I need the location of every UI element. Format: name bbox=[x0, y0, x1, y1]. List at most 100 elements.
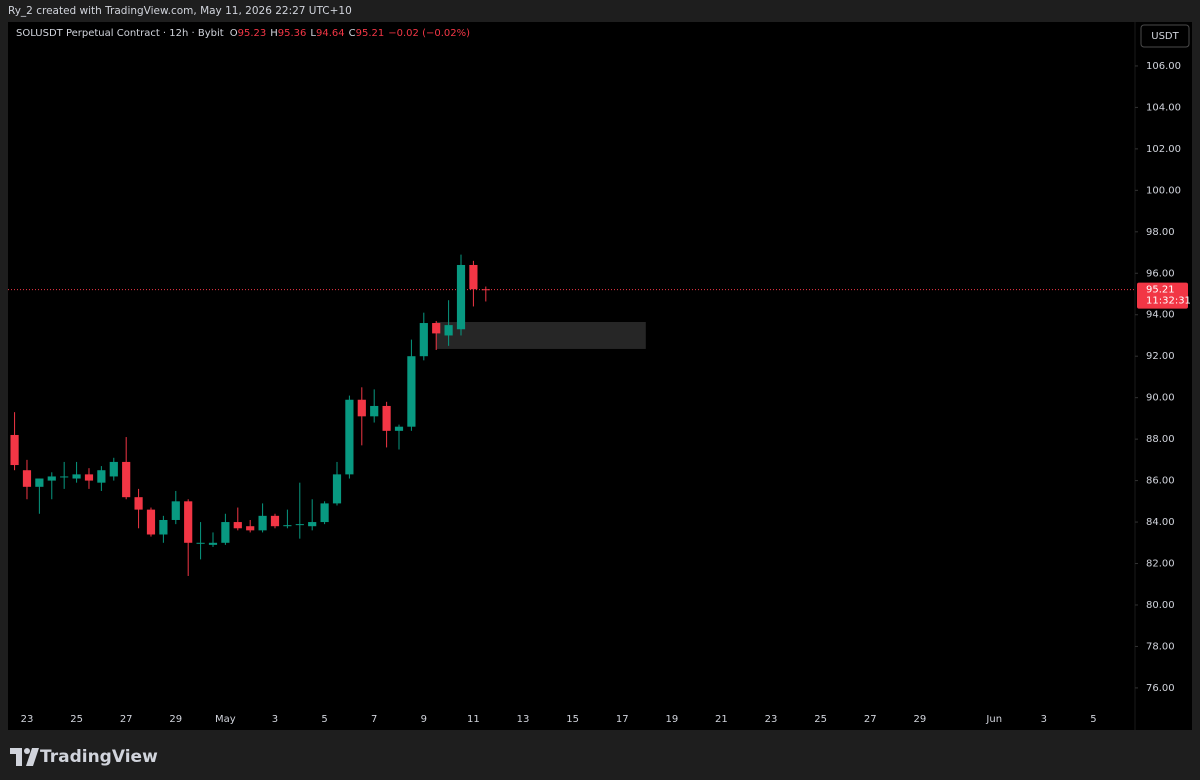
x-tick-label: 15 bbox=[566, 714, 579, 725]
y-tick-label: 106.00 bbox=[1146, 61, 1181, 72]
x-tick-label: 9 bbox=[421, 714, 427, 725]
y-tick-label: 78.00 bbox=[1146, 641, 1175, 652]
candle-body bbox=[233, 522, 242, 529]
y-tick-label: 90.00 bbox=[1146, 393, 1175, 404]
candle-body bbox=[357, 399, 366, 417]
x-tick-label: 27 bbox=[120, 714, 133, 725]
x-tick-label: 17 bbox=[616, 714, 629, 725]
candle-body bbox=[394, 426, 404, 431]
candle-body bbox=[97, 470, 106, 483]
y-tick-label: 94.00 bbox=[1146, 310, 1175, 321]
y-tick-label: 86.00 bbox=[1146, 476, 1175, 487]
logo bbox=[10, 748, 39, 766]
candle-body bbox=[469, 264, 478, 290]
ohlc-value: 95.21 bbox=[356, 28, 385, 39]
ohlc-value: 95.23 bbox=[238, 28, 267, 39]
candle-body bbox=[270, 515, 280, 527]
candle-body bbox=[444, 325, 453, 336]
y-tick-label: 82.00 bbox=[1146, 559, 1175, 570]
x-tick-label: 19 bbox=[665, 714, 678, 725]
ohlc-letter: H bbox=[270, 28, 278, 39]
legend: SOLUSDT Perpetual Contract · 12h · Bybit… bbox=[16, 28, 470, 39]
currency[interactable]: USDT bbox=[1151, 31, 1179, 42]
y-tick-label: 104.00 bbox=[1146, 102, 1181, 113]
candle-body bbox=[221, 522, 230, 543]
y-tick-label: 96.00 bbox=[1146, 268, 1175, 279]
x-tick-label: 29 bbox=[913, 714, 926, 725]
x-tick-label: 3 bbox=[1041, 714, 1047, 725]
x-tick-label: 25 bbox=[70, 714, 83, 725]
logo-dot bbox=[24, 748, 30, 754]
logo-mark bbox=[10, 748, 39, 766]
x-tick-label: 29 bbox=[169, 714, 182, 725]
ohlc-value: 95.36 bbox=[278, 28, 307, 39]
chart-panel bbox=[8, 22, 1192, 730]
candle-body bbox=[407, 356, 416, 427]
x-tick-label: 5 bbox=[1090, 714, 1096, 725]
candle-body bbox=[60, 476, 69, 478]
candle-body bbox=[159, 519, 168, 535]
candle-body bbox=[35, 478, 44, 487]
candle-body bbox=[332, 474, 342, 504]
x-tick-label: Jun bbox=[985, 714, 1002, 725]
candle-body bbox=[146, 509, 156, 535]
candle-body bbox=[122, 461, 131, 498]
candle-body bbox=[370, 405, 379, 417]
ohlc-letter: L bbox=[310, 28, 316, 39]
x-tick-label: 11 bbox=[467, 714, 480, 725]
candle-body bbox=[295, 524, 304, 526]
x-tick-label: 23 bbox=[21, 714, 34, 725]
candle-body bbox=[382, 405, 391, 431]
candle-body bbox=[481, 289, 490, 291]
ohlc-letter: O bbox=[230, 28, 238, 39]
change: −0.02 (−0.02%) bbox=[388, 28, 470, 39]
candle-body bbox=[109, 461, 118, 477]
last-price-badge bbox=[1137, 282, 1188, 309]
x-tick-label: May bbox=[215, 714, 236, 725]
candle-body bbox=[345, 399, 354, 475]
x-tick-label: 23 bbox=[765, 714, 778, 725]
candle-body bbox=[22, 470, 32, 487]
y-tick-label: 80.00 bbox=[1146, 600, 1175, 611]
y-tick-label: 88.00 bbox=[1146, 434, 1175, 445]
x-tick-label: 3 bbox=[272, 714, 278, 725]
candle-body bbox=[84, 474, 94, 481]
candle-body bbox=[246, 526, 255, 531]
candle-body bbox=[171, 501, 180, 520]
y-tick-label: 84.00 bbox=[1146, 517, 1175, 528]
candle-body bbox=[456, 264, 466, 330]
candle-body bbox=[308, 522, 317, 527]
candle-body bbox=[10, 434, 19, 466]
x-tick-label: 5 bbox=[321, 714, 327, 725]
countdown: 11:32:31 bbox=[1146, 296, 1191, 307]
header: Ry_2 created with TradingView.com, May 1… bbox=[8, 5, 352, 17]
candle-body bbox=[134, 497, 143, 510]
y-tick-label: 102.00 bbox=[1146, 144, 1181, 155]
x-tick-label: 21 bbox=[715, 714, 728, 725]
y-tick-label: 98.00 bbox=[1146, 227, 1175, 238]
x-tick-label: 25 bbox=[814, 714, 827, 725]
x-tick-label: 27 bbox=[864, 714, 877, 725]
candle-body bbox=[47, 476, 56, 481]
candle-body bbox=[258, 515, 267, 531]
currency-button[interactable] bbox=[1140, 24, 1190, 48]
zone bbox=[436, 321, 646, 349]
candle-body bbox=[208, 542, 218, 545]
candle-body bbox=[196, 542, 205, 544]
ohlc-value: 94.64 bbox=[316, 28, 345, 39]
ohlc-letter: C bbox=[349, 28, 356, 39]
y-tick-label: 92.00 bbox=[1146, 351, 1175, 362]
symbol: SOLUSDT Perpetual Contract · 12h · Bybit bbox=[16, 28, 224, 39]
last-price-label: 95.21 bbox=[1146, 285, 1175, 296]
candle-body bbox=[184, 501, 193, 543]
y-tick-label: 76.00 bbox=[1146, 683, 1175, 694]
brand: TradingView bbox=[40, 747, 158, 767]
x-tick-label: 7 bbox=[371, 714, 377, 725]
x-tick-label: 13 bbox=[517, 714, 530, 725]
y-tick-label: 100.00 bbox=[1146, 185, 1181, 196]
candle-body bbox=[419, 323, 428, 357]
candle-body bbox=[320, 503, 329, 523]
candle-body bbox=[432, 323, 441, 334]
